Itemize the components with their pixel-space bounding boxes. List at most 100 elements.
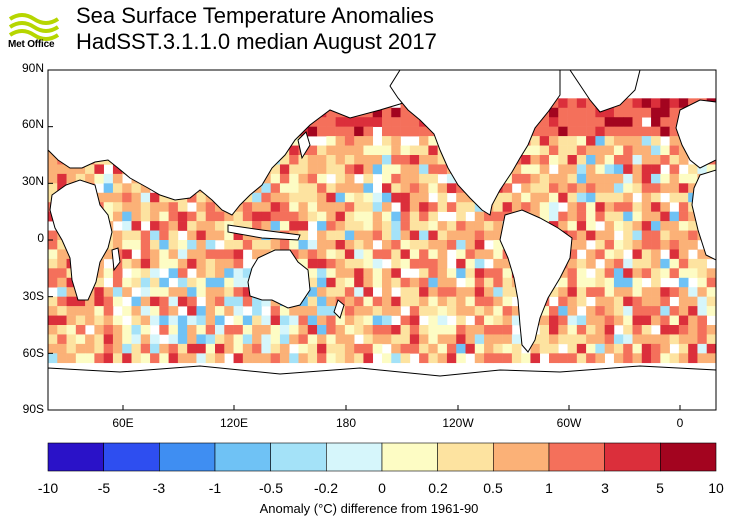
- anomaly-cell: [456, 306, 466, 316]
- anomaly-cell: [641, 315, 652, 326]
- anomaly-cell: [168, 334, 179, 345]
- anomaly-cell: [613, 343, 624, 354]
- anomaly-cell: [530, 126, 541, 137]
- anomaly-cell: [363, 296, 374, 307]
- anomaly-cell: [641, 221, 652, 231]
- anomaly-cell: [122, 192, 132, 203]
- anomaly-cell: [344, 240, 355, 250]
- anomaly-cell: [400, 164, 411, 175]
- anomaly-cell: [678, 343, 689, 354]
- anomaly-cell: [122, 202, 132, 212]
- anomaly-cell: [307, 126, 318, 137]
- anomaly-cell: [103, 306, 114, 316]
- anomaly-cell: [641, 173, 652, 184]
- anomaly-cell: [289, 353, 299, 364]
- anomaly-cell: [678, 221, 689, 231]
- anomaly-cell: [446, 296, 457, 307]
- anomaly-cell: [604, 249, 615, 260]
- anomaly-cell: [298, 230, 309, 241]
- anomaly-cell: [484, 277, 494, 288]
- anomaly-cell: [539, 164, 550, 175]
- anomaly-cell: [57, 306, 67, 316]
- anomaly-cell: [474, 268, 485, 279]
- anomaly-cell: [651, 145, 661, 156]
- anomaly-cell: [688, 268, 698, 279]
- anomaly-cell: [669, 107, 680, 118]
- anomaly-cell: [57, 296, 67, 307]
- anomaly-cell: [651, 126, 661, 137]
- anomaly-cell: [623, 192, 633, 203]
- anomaly-cell: [326, 296, 336, 307]
- anomaly-cell: [372, 249, 383, 260]
- anomaly-cell: [233, 240, 244, 250]
- anomaly-cell: [567, 98, 578, 109]
- colorbar-swatch: [270, 442, 327, 472]
- anomaly-cell: [632, 117, 643, 127]
- colorbar-swatch: [660, 442, 717, 472]
- anomaly-cell: [613, 126, 624, 137]
- anomaly-cell: [456, 240, 466, 250]
- anomaly-cell: [112, 315, 123, 326]
- anomaly-cell: [558, 325, 568, 335]
- anomaly-cell: [317, 221, 327, 231]
- anomaly-cell: [669, 306, 680, 316]
- anomaly-cell: [400, 211, 411, 222]
- lon-label-60w: 60W: [556, 416, 582, 430]
- anomaly-cell: [382, 202, 392, 212]
- anomaly-cell: [66, 325, 77, 335]
- anomaly-cell: [669, 117, 680, 127]
- anomaly-cell: [75, 173, 86, 184]
- anomaly-cell: [493, 287, 503, 297]
- anomaly-cell: [326, 164, 336, 175]
- anomaly-cell: [419, 136, 429, 146]
- anomaly-cell: [159, 287, 169, 297]
- anomaly-cell: [168, 296, 179, 307]
- anomaly-cell: [391, 325, 401, 335]
- anomaly-cell: [400, 173, 411, 184]
- anomaly-cell: [307, 192, 318, 203]
- anomaly-cell: [168, 221, 179, 231]
- anomaly-cell: [409, 221, 420, 231]
- anomaly-cell: [326, 258, 336, 269]
- anomaly-cell: [586, 117, 596, 127]
- anomaly-cell: [224, 287, 234, 297]
- anomaly-cell: [233, 353, 244, 364]
- page-title: Sea Surface Temperature Anomalies: [76, 3, 434, 28]
- anomaly-cell: [641, 296, 652, 307]
- lat-label-60s: 60S: [22, 346, 44, 360]
- anomaly-cell: [567, 240, 578, 250]
- anomaly-cell: [586, 155, 596, 165]
- anomaly-cell: [409, 155, 420, 165]
- anomaly-cell: [317, 155, 327, 165]
- anomaly-cell: [539, 126, 550, 137]
- lon-label-0: 0: [676, 416, 684, 430]
- anomaly-cell: [567, 155, 578, 165]
- anomaly-cell: [400, 258, 411, 269]
- anomaly-cell: [382, 145, 392, 156]
- anomaly-cell: [604, 325, 615, 335]
- anomaly-cell: [623, 155, 633, 165]
- anomaly-cell: [697, 306, 708, 316]
- anomaly-cell: [623, 173, 633, 184]
- anomaly-cell: [335, 353, 346, 364]
- north-america-landmass: [389, 69, 561, 216]
- anomaly-cell: [279, 306, 290, 316]
- anomaly-cell: [604, 221, 615, 231]
- anomaly-cell: [382, 117, 392, 127]
- anomaly-cell: [586, 325, 596, 335]
- anomaly-cell: [400, 183, 411, 194]
- anomaly-cell: [465, 221, 476, 231]
- anomaly-cell: [400, 353, 411, 364]
- anomaly-cell: [474, 249, 485, 260]
- anomaly-cell: [409, 164, 420, 175]
- anomaly-cell: [595, 164, 605, 175]
- anomaly-cell: [391, 164, 401, 175]
- colorbar: [47, 442, 717, 472]
- anomaly-cell: [150, 277, 160, 288]
- anomaly-cell: [428, 258, 438, 269]
- colorbar-tick-label: 0.2: [428, 480, 448, 496]
- anomaly-cell: [372, 258, 383, 269]
- anomaly-cell: [613, 240, 624, 250]
- anomaly-cell: [549, 325, 559, 335]
- anomaly-cell: [660, 334, 670, 345]
